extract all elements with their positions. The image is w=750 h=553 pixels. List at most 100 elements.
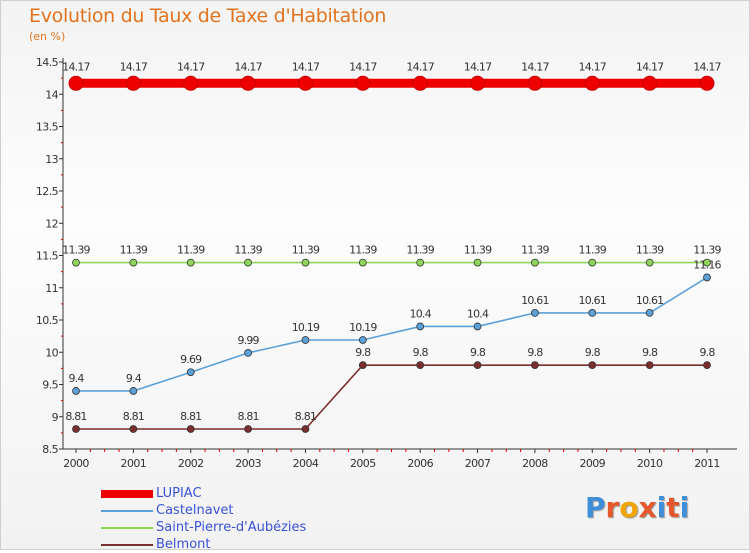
data-label: 10.61 xyxy=(579,294,607,307)
legend-label: Belmont xyxy=(156,537,211,552)
legend-label: LUPIAC xyxy=(156,486,202,501)
data-label: 11.39 xyxy=(62,244,90,257)
logo-letter: x xyxy=(638,491,657,524)
data-label: 14.17 xyxy=(349,60,377,73)
data-label: 8.81 xyxy=(180,410,201,423)
data-label: 11.39 xyxy=(464,244,492,257)
data-point xyxy=(416,258,425,267)
data-point xyxy=(588,309,597,317)
data-point xyxy=(703,361,711,370)
data-point xyxy=(645,361,654,370)
legend-item: Castelnavet xyxy=(101,502,401,519)
x-tick-label: 2007 xyxy=(465,457,491,470)
data-point xyxy=(358,258,367,267)
data-point xyxy=(473,322,482,331)
legend-label: Castelnavet xyxy=(156,503,234,518)
data-point xyxy=(699,75,715,91)
x-tick-label: 2005 xyxy=(350,457,376,470)
data-point xyxy=(129,425,138,433)
data-point xyxy=(72,425,80,433)
data-label: 8.81 xyxy=(65,410,86,423)
data-label: 9.99 xyxy=(237,334,259,347)
data-point xyxy=(703,258,711,267)
y-tick-label: 13.5 xyxy=(36,121,59,134)
data-point xyxy=(527,75,543,91)
data-label: 11.39 xyxy=(349,244,377,257)
data-label: 14.17 xyxy=(464,60,492,73)
x-tick-label: 2011 xyxy=(694,457,720,470)
data-point xyxy=(72,258,80,267)
data-label: 9.4 xyxy=(68,372,84,385)
data-label: 11.39 xyxy=(120,244,148,257)
data-point xyxy=(297,75,313,91)
x-tick-label: 2010 xyxy=(637,457,663,470)
data-point xyxy=(186,425,195,433)
data-label: 11.39 xyxy=(636,244,664,257)
data-point xyxy=(470,75,486,91)
data-label: 10.19 xyxy=(292,321,320,334)
data-point xyxy=(416,322,425,331)
data-label: 9.8 xyxy=(699,346,715,359)
data-point xyxy=(531,309,539,317)
data-point xyxy=(125,75,141,91)
x-tick-label: 2008 xyxy=(522,457,548,470)
data-label: 14.17 xyxy=(693,60,721,73)
legend-swatch xyxy=(101,527,153,529)
data-point xyxy=(531,361,539,370)
proxiti-logo: Proxiti xyxy=(585,491,689,524)
data-point xyxy=(186,258,195,267)
data-label: 11.39 xyxy=(177,244,205,257)
data-point xyxy=(588,361,597,370)
y-tick-label: 11.5 xyxy=(36,250,59,263)
y-tick-label: 13 xyxy=(45,153,58,166)
data-label: 10.61 xyxy=(636,294,664,307)
line-chart: 8.5 9 9.5 10 10.5 11 11.5 12 12.5 13 13.5 14 14.5 200… xyxy=(36,56,737,470)
y-tick-label: 12.5 xyxy=(36,185,59,198)
legend-item: LUPIAC xyxy=(101,485,401,502)
chart-legend: LUPIAC Castelnavet Saint-Pierre-d'Aubézies… xyxy=(101,485,401,553)
data-label: 9.8 xyxy=(527,346,543,359)
legend-swatch xyxy=(101,510,153,512)
data-label: 11.39 xyxy=(406,244,434,257)
data-point xyxy=(358,361,367,370)
chart-subtitle: (en %) xyxy=(29,30,66,43)
y-tick-label: 12 xyxy=(45,217,58,230)
data-point xyxy=(301,336,310,344)
data-point xyxy=(72,387,80,395)
data-point xyxy=(301,258,310,267)
logo-letter: i xyxy=(679,491,690,524)
series-line-belmont xyxy=(76,364,707,430)
x-tick-label: 2000 xyxy=(63,457,89,470)
data-label: 8.81 xyxy=(237,410,258,423)
logo-letter: i xyxy=(656,491,667,524)
logo-letter: t xyxy=(666,491,680,524)
data-label: 14.17 xyxy=(177,60,205,73)
y-tick-label: 14 xyxy=(45,88,58,101)
data-label: 11.39 xyxy=(579,244,607,257)
data-label: 10.4 xyxy=(410,307,432,320)
data-point xyxy=(129,387,138,395)
data-point xyxy=(473,258,482,267)
data-point xyxy=(240,75,256,91)
x-tick-label: 2006 xyxy=(407,457,433,470)
data-label: 9.8 xyxy=(413,346,429,359)
data-label: 14.17 xyxy=(579,60,607,73)
y-tick-label: 14.5 xyxy=(36,56,59,69)
logo-letter: r xyxy=(605,491,620,524)
data-point xyxy=(129,258,138,267)
legend-item: Saint-Pierre-d'Aubézies xyxy=(101,519,401,536)
x-tick-label: 2004 xyxy=(293,457,319,470)
legend-swatch xyxy=(101,544,153,546)
data-point xyxy=(645,309,654,317)
data-label: 11.39 xyxy=(234,244,262,257)
data-label: 14.17 xyxy=(234,60,262,73)
data-label: 9.4 xyxy=(126,372,142,385)
data-point xyxy=(186,368,195,377)
legend-item: Belmont xyxy=(101,536,401,553)
logo-letter: o xyxy=(619,491,639,524)
data-point xyxy=(584,75,600,91)
data-point xyxy=(588,258,597,267)
data-label: 14.17 xyxy=(292,60,320,73)
data-point xyxy=(244,258,252,267)
